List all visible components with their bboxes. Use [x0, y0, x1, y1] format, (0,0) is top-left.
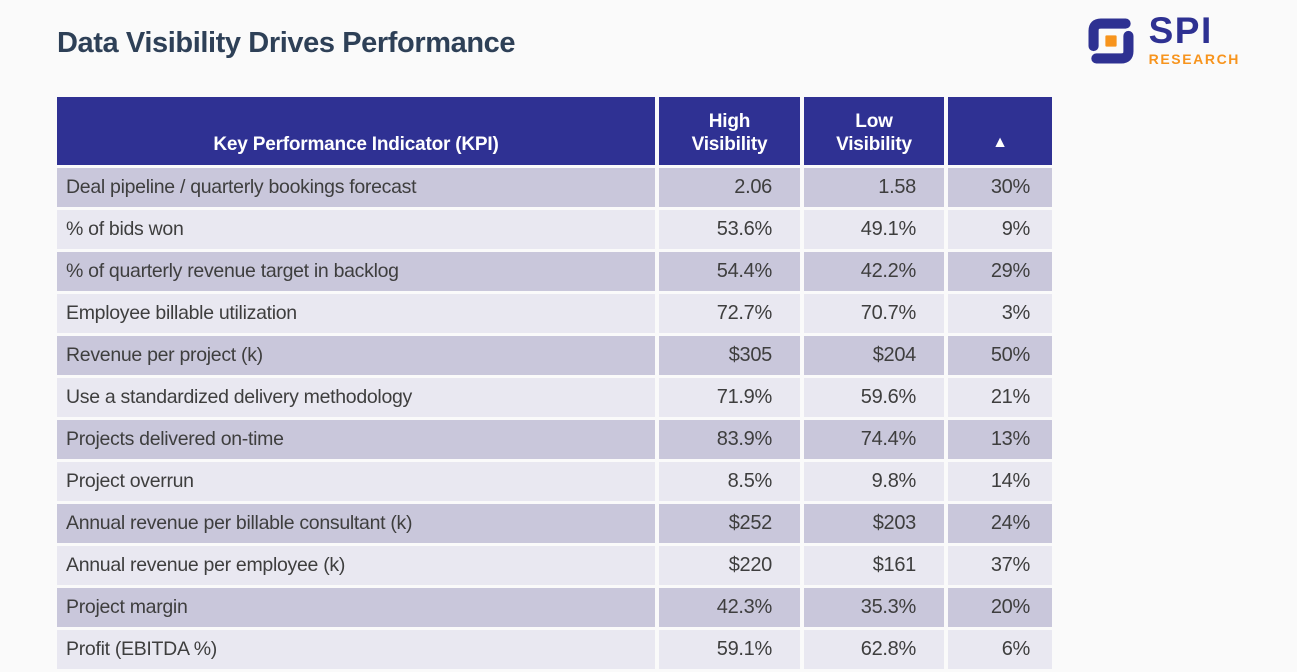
delta-value-cell: 20%	[948, 588, 1052, 630]
logo-subtitle: RESEARCH	[1148, 51, 1240, 68]
table-row: Deal pipeline / quarterly bookings forec…	[57, 168, 1052, 210]
header-bar: Data Visibility Drives Performance SPI R…	[0, 0, 1297, 97]
kpi-label-cell: Annual revenue per billable consultant (…	[57, 504, 659, 546]
low-visibility-value-cell: 1.58	[804, 168, 948, 210]
delta-value-cell: 3%	[948, 294, 1052, 336]
high-visibility-value-cell: 2.06	[659, 168, 804, 210]
low-visibility-value-cell: 9.8%	[804, 462, 948, 504]
low-visibility-value-cell: 49.1%	[804, 210, 948, 252]
delta-value-cell: 37%	[948, 546, 1052, 588]
column-header-delta-triangle-icon: ▲	[948, 97, 1052, 168]
table-row: % of quarterly revenue target in backlog…	[57, 252, 1052, 294]
delta-value-cell: 21%	[948, 378, 1052, 420]
table-row: Employee billable utilization 72.7% 70.7…	[57, 294, 1052, 336]
low-visibility-value-cell: 35.3%	[804, 588, 948, 630]
spi-research-logo: SPI RESEARCH	[1084, 9, 1240, 68]
low-visibility-value-cell: 62.8%	[804, 630, 948, 672]
logo-name: SPI	[1148, 9, 1213, 51]
kpi-label-cell: Deal pipeline / quarterly bookings forec…	[57, 168, 659, 210]
high-visibility-value-cell: 8.5%	[659, 462, 804, 504]
table-row: Revenue per project (k) $305 $204 50%	[57, 336, 1052, 378]
kpi-label-cell: Revenue per project (k)	[57, 336, 659, 378]
column-header-kpi: Key Performance Indicator (KPI)	[57, 97, 659, 168]
delta-value-cell: 6%	[948, 630, 1052, 672]
high-visibility-value-cell: 72.7%	[659, 294, 804, 336]
table-row: Projects delivered on-time 83.9% 74.4% 1…	[57, 420, 1052, 462]
high-visibility-value-cell: $252	[659, 504, 804, 546]
kpi-label-cell: Employee billable utilization	[57, 294, 659, 336]
high-visibility-value-cell: 59.1%	[659, 630, 804, 672]
delta-value-cell: 50%	[948, 336, 1052, 378]
table-row: Annual revenue per employee (k) $220 $16…	[57, 546, 1052, 588]
high-visibility-value-cell: 71.9%	[659, 378, 804, 420]
column-header-high-visibility: High Visibility	[659, 97, 804, 168]
kpi-label-cell: Project overrun	[57, 462, 659, 504]
table-body: Deal pipeline / quarterly bookings forec…	[57, 168, 1052, 672]
table-row: Project overrun 8.5% 9.8% 14%	[57, 462, 1052, 504]
delta-value-cell: 30%	[948, 168, 1052, 210]
table-row: Profit (EBITDA %) 59.1% 62.8% 6%	[57, 630, 1052, 672]
delta-value-cell: 9%	[948, 210, 1052, 252]
kpi-label-cell: % of quarterly revenue target in backlog	[57, 252, 659, 294]
kpi-label-cell: Projects delivered on-time	[57, 420, 659, 462]
delta-value-cell: 14%	[948, 462, 1052, 504]
table-row: Annual revenue per billable consultant (…	[57, 504, 1052, 546]
low-visibility-value-cell: 59.6%	[804, 378, 948, 420]
kpi-label-cell: % of bids won	[57, 210, 659, 252]
kpi-label-cell: Use a standardized delivery methodology	[57, 378, 659, 420]
table-row: Use a standardized delivery methodology …	[57, 378, 1052, 420]
low-visibility-value-cell: 42.2%	[804, 252, 948, 294]
delta-value-cell: 24%	[948, 504, 1052, 546]
delta-value-cell: 13%	[948, 420, 1052, 462]
high-visibility-value-cell: $305	[659, 336, 804, 378]
low-visibility-value-cell: 74.4%	[804, 420, 948, 462]
page-title: Data Visibility Drives Performance	[57, 27, 516, 59]
column-header-low-visibility: Low Visibility	[804, 97, 948, 168]
delta-value-cell: 29%	[948, 252, 1052, 294]
low-visibility-value-cell: $161	[804, 546, 948, 588]
low-visibility-value-cell: $203	[804, 504, 948, 546]
kpi-label-cell: Profit (EBITDA %)	[57, 630, 659, 672]
kpi-label-cell: Project margin	[57, 588, 659, 630]
header-row: Key Performance Indicator (KPI) High Vis…	[57, 97, 1052, 168]
low-visibility-value-cell: 70.7%	[804, 294, 948, 336]
logo-text: SPI RESEARCH	[1148, 9, 1240, 68]
high-visibility-value-cell: 54.4%	[659, 252, 804, 294]
table-row: % of bids won 53.6% 49.1% 9%	[57, 210, 1052, 252]
high-visibility-value-cell: 83.9%	[659, 420, 804, 462]
kpi-table: Key Performance Indicator (KPI) High Vis…	[57, 97, 1052, 672]
high-visibility-value-cell: 42.3%	[659, 588, 804, 630]
table-header: Key Performance Indicator (KPI) High Vis…	[57, 97, 1052, 168]
high-visibility-value-cell: 53.6%	[659, 210, 804, 252]
spi-logo-icon	[1088, 18, 1134, 64]
table-row: Project margin 42.3% 35.3% 20%	[57, 588, 1052, 630]
kpi-label-cell: Annual revenue per employee (k)	[57, 546, 659, 588]
high-visibility-value-cell: $220	[659, 546, 804, 588]
low-visibility-value-cell: $204	[804, 336, 948, 378]
